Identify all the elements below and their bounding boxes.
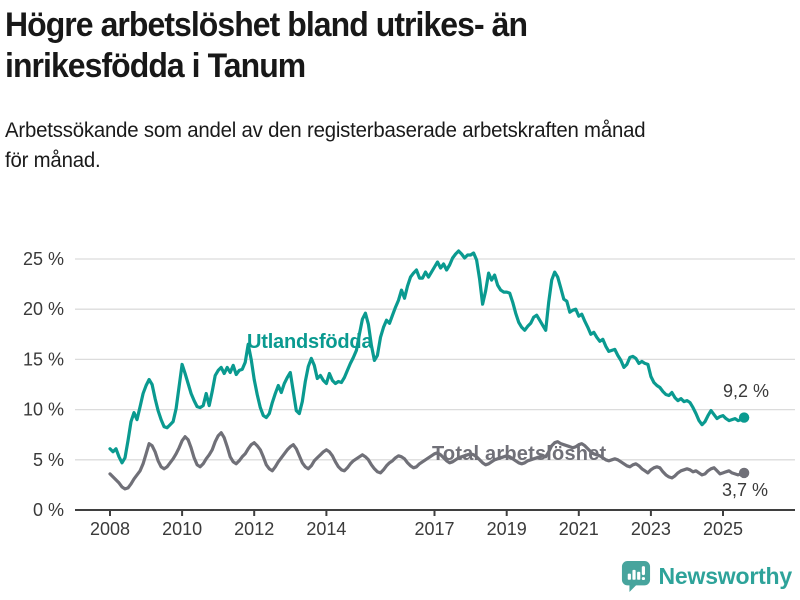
y-tick-label: 5 % <box>33 450 64 470</box>
end-value-label-total-arbetsloshet: 3,7 % <box>722 480 769 500</box>
newsworthy-logo: Newsworthy <box>621 560 792 592</box>
y-tick-label: 15 % <box>23 349 64 369</box>
y-tick-label: 0 % <box>33 500 64 520</box>
total-arbetsloshet-end-dot <box>738 467 750 479</box>
x-tick-label: 2021 <box>559 519 599 539</box>
y-tick-label: 25 % <box>23 249 64 269</box>
series-label-utlandsfodda: Utlandsfödda <box>247 331 373 353</box>
chart-title: Högre arbetslöshet bland utrikes- än inri… <box>5 5 738 87</box>
chart-subtitle-line-1: Arbetssökande som andel av den registerb… <box>5 119 646 142</box>
y-tick-label: 20 % <box>23 299 64 319</box>
chart-subtitle-line-2: för månad. <box>5 149 101 172</box>
x-tick-label: 2014 <box>306 519 346 539</box>
x-tick-label: 2008 <box>90 519 130 539</box>
x-tick-label: 2012 <box>234 519 274 539</box>
x-tick-label: 2017 <box>414 519 454 539</box>
end-value-label-utlandsfodda: 9,2 % <box>723 381 770 401</box>
x-tick-label: 2025 <box>703 519 743 539</box>
utlandsfodda-end-dot <box>738 412 750 423</box>
utlandsfodda-line <box>108 249 746 465</box>
chart-subtitle: Arbetssökande som andel av den registerb… <box>5 116 771 176</box>
series-label-total-arbetsloshet: Total arbetslöshet <box>432 443 607 465</box>
chart-title-line-2: inrikesfödda i Tanum <box>5 47 306 85</box>
newsworthy-logo-icon <box>621 561 650 592</box>
x-tick-label: 2010 <box>162 519 202 539</box>
chart-title-line-1: Högre arbetslöshet bland utrikes- än <box>5 6 528 44</box>
total-arbetsloshet-line <box>108 431 746 491</box>
y-tick-label: 10 % <box>23 400 64 420</box>
newsworthy-logo-text: Newsworthy <box>658 562 793 589</box>
x-tick-label: 2019 <box>487 519 527 539</box>
x-tick-label: 2023 <box>631 519 671 539</box>
